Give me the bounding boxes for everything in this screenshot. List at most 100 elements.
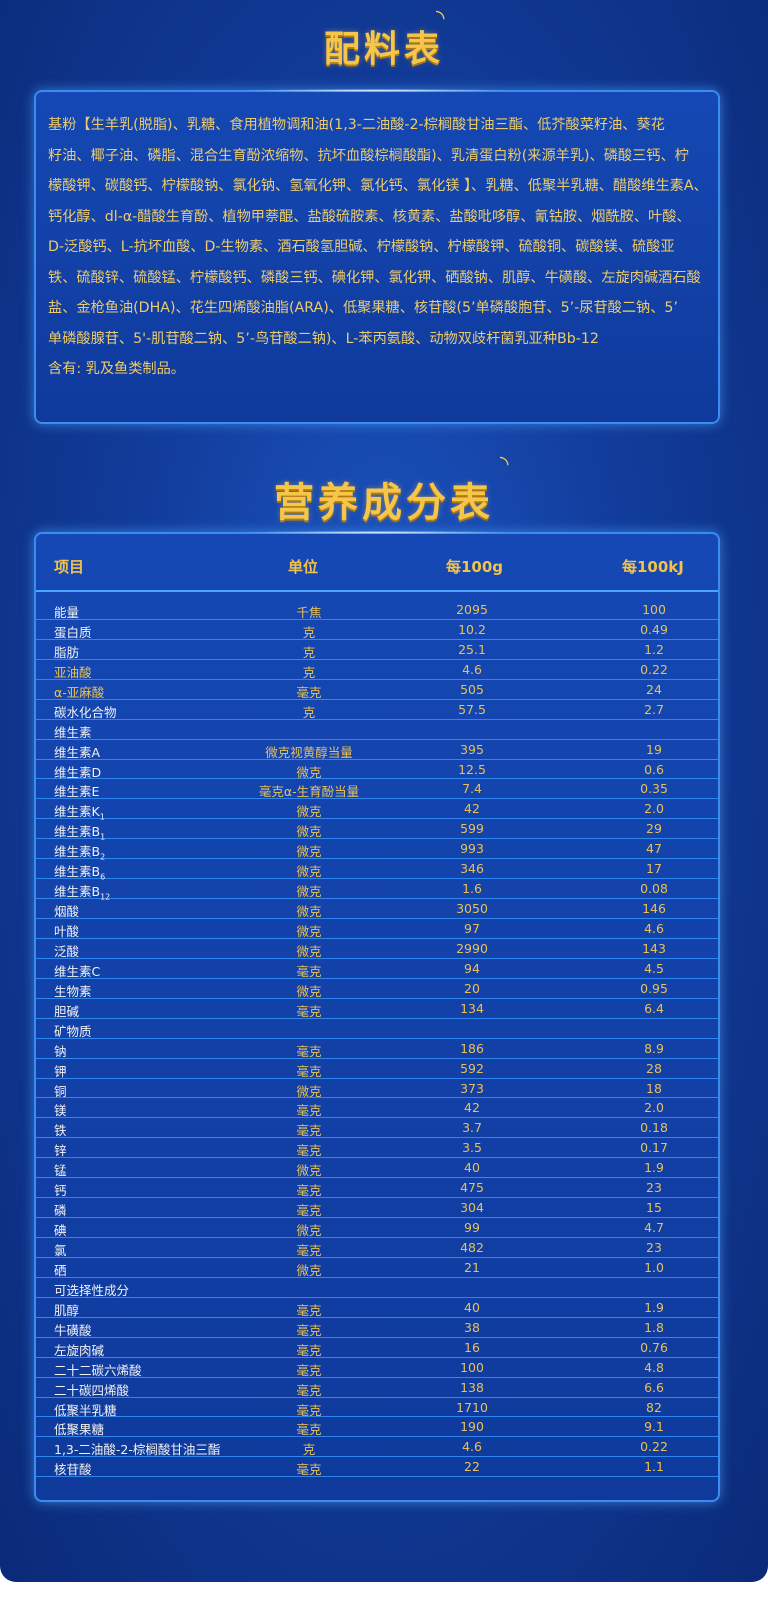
cell-per100g-text: 395 xyxy=(460,741,484,757)
nutrient-name-text: 可选择性成分 xyxy=(54,1282,130,1298)
cell-unit-text: 千焦 xyxy=(296,605,322,620)
cell-per100kj-text: 1.9 xyxy=(644,1160,664,1176)
cell-per100g-text: 12.5 xyxy=(458,761,486,777)
cell-unit-text: 微克 xyxy=(296,804,322,820)
cell-per100g-text: 505 xyxy=(460,681,484,697)
nutrient-name: 维生素A xyxy=(54,742,100,761)
nutrient-name-text: 硒 xyxy=(54,1262,67,1278)
cell-per100g-text: 38 xyxy=(464,1319,480,1335)
nutrient-name-text: 维生素E xyxy=(54,784,100,800)
table-row: 胆碱 毫克 134 6.4 xyxy=(36,999,718,1019)
cell-unit-text: 微克 xyxy=(296,904,322,920)
cell-per100kj-text: 29 xyxy=(646,821,662,837)
nutrient-subscript: 1 xyxy=(100,832,106,842)
cell-per100g-text: 10.2 xyxy=(458,621,486,637)
nutrient-name-text: 矿物质 xyxy=(54,1023,92,1039)
cell-unit-text: 毫克α-生育酚当量 xyxy=(258,784,360,800)
table-row: 维生素B12 微克 1.6 0.08 xyxy=(36,879,718,902)
cell-per100kj-text: 0.6 xyxy=(644,761,664,777)
nutrient-name: 铜 xyxy=(54,1081,67,1100)
cell-per100kj-text: 15 xyxy=(646,1200,662,1216)
nutrient-name-text: 维生素B xyxy=(54,844,101,860)
nutrient-name-text: 锌 xyxy=(54,1143,67,1159)
table-row: 1,3-二油酸-2-棕榈酸甘油三酯 克 4.6 0.22 xyxy=(36,1437,718,1457)
nutrient-name-text: 维生素B xyxy=(54,824,101,840)
nutrient-name: 牛磺酸 xyxy=(54,1320,92,1339)
ingredient-line: 单磷酸腺苷、5'-肌苷酸二钠、5’-鸟苷酸二钠)、L-苯丙氨酸、动物双歧杆菌乳亚… xyxy=(48,330,599,347)
cell-per100kj-text: 24 xyxy=(646,681,662,697)
nutrient-name: 胆碱 xyxy=(54,1001,79,1020)
cell-per100g-text: 57.5 xyxy=(458,701,486,717)
nutrient-name-text: 维生素A xyxy=(54,744,101,760)
ingredient-line: 基粉【生羊乳(脱脂)、乳糖、食用植物调和油(1,3-二油酸-2-棕榈酸甘油三酯、… xyxy=(48,117,665,133)
nutrient-name-text: 低聚果糖 xyxy=(54,1422,105,1438)
nutrient-name-text: 脂肪 xyxy=(54,644,80,660)
nutrient-name: 维生素 xyxy=(54,722,92,741)
cell-unit-text: 微克 xyxy=(296,1262,322,1278)
table-row: 维生素B2 微克 993 47 xyxy=(36,839,718,862)
table-row: 叶酸 微克 97 4.6 xyxy=(36,919,718,939)
ingredient-line: 含有: 乳及鱼类制品。 xyxy=(48,361,185,377)
table-row: 氯 毫克 482 23 xyxy=(36,1238,718,1258)
cell-per100kj-text: 8.9 xyxy=(644,1040,664,1056)
cell-per100kj-text: 2.0 xyxy=(644,801,664,817)
cell-per100kj-text: 1.8 xyxy=(644,1319,664,1335)
table-row: 硒 微克 21 1.0 xyxy=(36,1258,718,1278)
nutrient-name: 能量 xyxy=(54,602,79,621)
table-row: 维生素E 毫克α-生育酚当量 7.4 0.35 xyxy=(36,779,718,799)
cell-per100g-text: 3.5 xyxy=(462,1140,482,1156)
cell-unit-text: 微克视黄醇当量 xyxy=(265,744,353,760)
cell-per100g-text: 190 xyxy=(460,1419,484,1435)
ingredient-line: 铁、硫酸锌、硫酸锰、柠檬酸钙、磷酸三钙、碘化钾、氯化钾、硒酸钠、肌醇、牛磺酸、左… xyxy=(48,269,701,286)
cell-per100kj-text: 0.35 xyxy=(640,781,668,797)
cell-per100kj-text: 143 xyxy=(642,940,666,956)
cell-per100g-text: 7.4 xyxy=(462,781,482,797)
table-row: 维生素B6 微克 346 17 xyxy=(36,859,718,882)
table-row: 钾 毫克 592 28 xyxy=(36,1059,718,1079)
cell-unit-text: 毫克 xyxy=(296,1143,322,1159)
cell-unit-text: 毫克 xyxy=(296,1382,322,1398)
cell-per100g-text: 993 xyxy=(460,841,484,857)
cell-per100kj-text: 1.9 xyxy=(644,1299,664,1315)
nutrient-name: 维生素B6 xyxy=(54,861,105,882)
header-per100kj: 每100kJ xyxy=(622,558,684,576)
nutrient-name-text: 1,3-二油酸-2-棕榈酸甘油三酯 xyxy=(54,1442,221,1458)
cell-per100g-text: 21 xyxy=(464,1259,480,1275)
nutrient-name: 维生素B12 xyxy=(54,881,110,902)
cell-per100g-text: 134 xyxy=(460,1000,484,1016)
cell-unit-text: 微克 xyxy=(296,924,322,939)
cell-unit-text: 毫克 xyxy=(296,1462,322,1478)
cell-per100kj-text: 47 xyxy=(646,841,662,857)
header-item: 项目 xyxy=(54,558,85,576)
nutrient-name-text: 叶酸 xyxy=(54,924,80,939)
nutrient-name-text: 维生素B xyxy=(54,864,101,880)
nutrient-name: 铁 xyxy=(54,1120,67,1139)
table-row: 维生素B1 微克 599 29 xyxy=(36,819,718,842)
cell-per100g-text: 186 xyxy=(460,1040,484,1056)
cell-unit-text: 克 xyxy=(302,664,316,680)
nutrient-name: 磷 xyxy=(54,1200,67,1219)
cell-unit-text: 毫克 xyxy=(296,1063,322,1079)
nutrient-name: 维生素E xyxy=(54,781,99,800)
nutrient-name: 叶酸 xyxy=(54,921,79,940)
nutrient-name-text: 钾 xyxy=(54,1063,67,1079)
table-body: 能量 千焦 2095 100 蛋白质克 10.2 0.49 脂肪克 25.1 1.2 亚油酸克 4.6… xyxy=(36,600,718,1477)
ingredient-line: 盐、金枪鱼油(DHA)、花生四烯酸油脂(ARA)、低聚果糖、核苷酸(5’单磷酸胞… xyxy=(48,300,678,316)
droplet-icon: ◝ xyxy=(500,452,509,477)
cell-per100g-text: 1710 xyxy=(456,1399,488,1415)
cell-unit-text: 毫克 xyxy=(296,1302,322,1318)
table-row: α-亚麻酸 毫克 505 24 xyxy=(36,680,718,700)
cell-per100g-text: 22 xyxy=(464,1459,480,1475)
cell-unit-text: 微克 xyxy=(296,943,322,959)
nutrient-name: 氯 xyxy=(54,1240,67,1259)
cell-per100g-text: 40 xyxy=(464,1299,480,1315)
ingredients-panel: 基粉【生羊乳(脱脂)、乳糖、食用植物调和油(1,3-二油酸-2-棕榈酸甘油三酯、… xyxy=(34,89,720,424)
nutrient-name: 钙 xyxy=(54,1180,67,1199)
nutrient-name-text: 钙 xyxy=(54,1183,67,1199)
table-row: 肌醇 毫克 40 1.9 xyxy=(36,1298,718,1318)
cell-per100g-text: 42 xyxy=(464,801,480,817)
table-row: 钠 毫克 186 8.9 xyxy=(36,1039,718,1059)
nutrient-name-text: 维生素D xyxy=(54,764,102,780)
ingredient-line: 籽油、椰子油、磷脂、混合生育酚浓缩物、抗坏血酸棕榈酸酯)、乳清蛋白粉(来源羊乳)… xyxy=(48,147,689,164)
